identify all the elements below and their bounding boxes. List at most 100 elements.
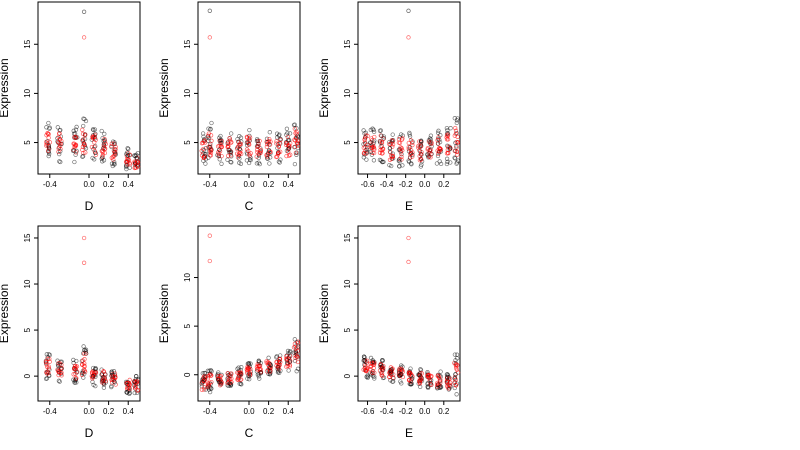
y-tick-label: 15 <box>343 39 352 48</box>
data-point-red <box>444 132 450 138</box>
data-point-black <box>81 123 86 129</box>
data-point-black <box>58 134 64 139</box>
data-point-black <box>438 384 443 389</box>
data-point-black <box>235 366 240 371</box>
data-point-black <box>276 150 281 155</box>
data-point-red <box>274 141 279 146</box>
data-point-red <box>82 363 87 368</box>
data-point-red <box>370 145 376 150</box>
data-point-red <box>277 357 282 362</box>
data-point-red <box>209 138 214 143</box>
y-tick-label: 0 <box>23 373 32 378</box>
data-point-black <box>206 126 211 131</box>
plot-frame <box>197 1 301 175</box>
data-point-black <box>294 150 299 155</box>
data-point-black <box>275 364 280 370</box>
data-point-black <box>239 365 244 370</box>
data-point-black <box>418 164 423 169</box>
data-point-red <box>244 147 250 152</box>
x-tick-label: -0.6 <box>361 180 375 189</box>
data-point-black <box>390 132 395 137</box>
data-point-red <box>109 143 114 149</box>
data-point-red <box>284 357 289 363</box>
data-point-red <box>101 369 107 375</box>
data-point-black <box>388 370 393 375</box>
data-point-red <box>248 366 253 372</box>
data-point-black <box>435 153 441 159</box>
data-point-red <box>208 153 213 158</box>
data-point-red <box>209 379 214 385</box>
data-point-black <box>101 139 106 144</box>
data-point-black <box>264 136 270 141</box>
data-point-red <box>286 149 291 154</box>
x-tick-label: 0.4 <box>283 180 295 189</box>
data-point-black <box>91 382 96 388</box>
data-point-red <box>73 363 78 369</box>
data-point-black <box>454 120 459 126</box>
x-tick-label: -0.4 <box>380 407 394 416</box>
data-point-black <box>202 377 207 382</box>
data-point-black <box>132 153 137 158</box>
data-point-black <box>228 149 233 155</box>
data-point-black <box>92 127 98 132</box>
data-point-red <box>379 148 385 153</box>
data-point-black <box>293 351 299 356</box>
data-point-black <box>255 138 261 143</box>
data-point-black <box>44 376 50 381</box>
data-point-red <box>438 147 444 152</box>
scatter-panel-top-e: -0.6 -0.4 -0.2 0.0 0.2 5 10 15 E Expression <box>317 1 461 213</box>
outlier-point <box>406 259 411 265</box>
data-point-black <box>201 148 206 153</box>
y-tick-label: 15 <box>23 233 32 242</box>
data-point-red <box>380 150 385 156</box>
x-tick-label: -0.4 <box>43 407 57 416</box>
data-point-black <box>398 132 404 137</box>
data-point-black <box>256 155 261 161</box>
data-point-black <box>447 144 452 149</box>
data-point-black <box>235 136 240 142</box>
x-tick-label: 0.4 <box>283 407 295 416</box>
data-point-black <box>257 376 262 381</box>
data-point-black <box>75 135 80 140</box>
data-point-black <box>225 383 230 388</box>
scatter-panel-top-d: -0.4 0.0 0.2 0.4 5 10 15 D Expression <box>0 1 141 213</box>
x-axis-label: D <box>85 426 94 440</box>
x-tick-label: 0.0 <box>83 407 95 416</box>
data-point-red <box>418 144 423 149</box>
data-point-black <box>381 134 386 139</box>
data-point-red <box>368 142 374 147</box>
outlier-point <box>207 233 212 238</box>
scatter-panel-bottom-e: -0.6 -0.4 -0.2 0.0 0.2 0 5 10 15 E Expression <box>317 225 461 440</box>
data-point-red <box>283 142 289 147</box>
data-point-black <box>274 355 279 360</box>
data-point-red <box>278 149 283 154</box>
data-point-red <box>447 382 453 388</box>
data-point-black <box>444 161 450 167</box>
data-point-red <box>407 370 412 376</box>
data-point-red <box>417 380 422 385</box>
data-point-red <box>371 144 376 149</box>
scatter-panel-top-c: -0.4 0.0 0.2 0.4 5 10 15 C Expression <box>157 1 301 213</box>
scatter-panel-bottom-c: -0.4 0.0 0.2 0.4 0 5 10 C Expression <box>157 225 301 440</box>
data-point-black <box>452 375 457 381</box>
data-point-black <box>448 126 453 131</box>
data-point-black <box>58 159 63 165</box>
data-point-black <box>292 358 298 364</box>
data-point-black <box>274 131 280 136</box>
data-point-black <box>133 374 139 379</box>
data-point-black <box>43 376 49 382</box>
data-point-red <box>72 366 77 371</box>
y-tick-label: 5 <box>23 327 32 332</box>
data-point-black <box>216 378 221 383</box>
data-point-black <box>109 369 114 374</box>
data-point-black <box>90 127 96 132</box>
data-point-red <box>264 144 270 150</box>
data-point-black <box>99 156 104 161</box>
data-point-black <box>454 160 460 165</box>
y-tick-label: 10 <box>343 88 352 97</box>
x-tick-label: 0.2 <box>103 407 115 416</box>
data-point-black <box>438 374 443 379</box>
data-point-black <box>247 138 252 143</box>
data-point-black <box>237 146 242 152</box>
data-point-black <box>278 136 283 142</box>
